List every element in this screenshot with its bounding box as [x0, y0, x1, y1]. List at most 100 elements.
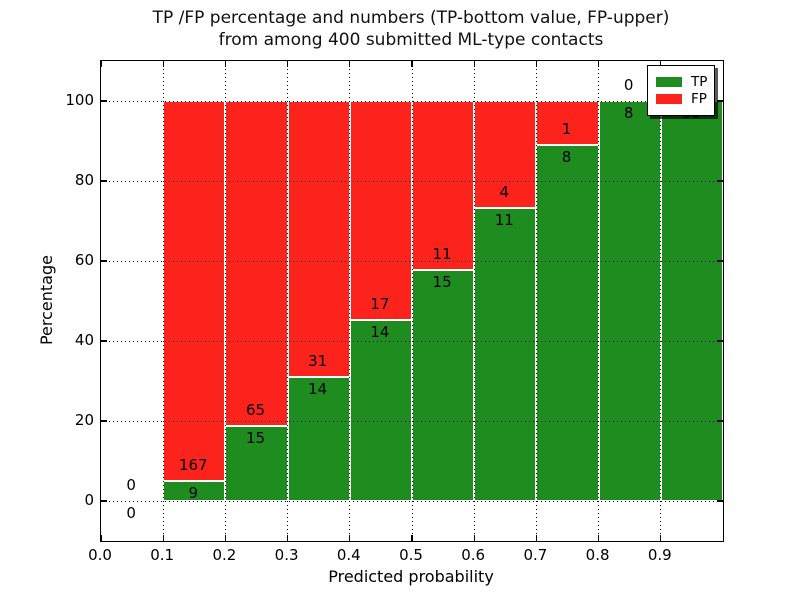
- y-tick-mark: [717, 260, 723, 262]
- y-tick-label: 80: [74, 171, 94, 189]
- fp-bar-segment: [412, 101, 475, 271]
- tp-bar-segment: [163, 480, 226, 501]
- fp-count-label: 0: [623, 76, 634, 94]
- x-gridline: [224, 61, 226, 541]
- tp-bar-segment: [660, 101, 723, 501]
- x-tick-mark: [411, 61, 413, 67]
- x-tick-label: 0.3: [274, 546, 299, 564]
- x-tick-label: 0.1: [150, 546, 175, 564]
- x-tick-label: 0.7: [523, 546, 548, 564]
- x-tick-mark: [535, 61, 538, 67]
- tp-bar-segment: [225, 426, 288, 501]
- fp-count-label: 17: [370, 295, 390, 314]
- chart-title: TP /FP percentage and numbers (TP-bottom…: [100, 7, 722, 51]
- x-gridline: [287, 61, 289, 541]
- tp-count-label: 9: [188, 483, 199, 502]
- x-tick-mark: [349, 61, 351, 67]
- x-gridline: [162, 61, 164, 541]
- x-tick-mark: [287, 535, 289, 541]
- y-tick-mark: [101, 340, 107, 342]
- fp-count-label: 11: [432, 245, 452, 264]
- y-tick-mark: [101, 100, 107, 102]
- x-tick-mark: [100, 61, 102, 67]
- y-gridline: [101, 261, 723, 262]
- y-tick-mark: [717, 500, 723, 502]
- fp-bar-segment: [163, 101, 226, 481]
- x-tick-mark: [473, 535, 475, 541]
- fp-swatch-icon: [656, 94, 682, 104]
- fp-bar-segment: [287, 101, 350, 377]
- x-tick-mark: [473, 61, 475, 67]
- legend-label-fp: FP: [691, 91, 707, 107]
- y-tick-mark: [101, 260, 107, 262]
- y-tick-mark: [717, 180, 723, 182]
- tp-count-label: 14: [308, 379, 328, 398]
- tp-bar-segment: [412, 270, 475, 501]
- x-tick-mark: [287, 61, 289, 67]
- y-tick-label: 100: [65, 91, 94, 109]
- x-gridline: [535, 61, 537, 541]
- x-axis-label: Predicted probability: [328, 567, 494, 586]
- x-tick-mark: [349, 535, 351, 541]
- x-gridline: [598, 61, 600, 541]
- y-tick-label: 20: [74, 411, 94, 429]
- x-tick-mark: [162, 61, 164, 67]
- x-tick-label: 0.6: [461, 546, 486, 564]
- fp-bar-segment: [349, 101, 412, 321]
- x-tick-mark: [224, 61, 227, 67]
- y-tick-mark: [101, 420, 107, 422]
- y-gridline: [101, 181, 723, 182]
- x-tick-label: 0.0: [88, 546, 112, 564]
- y-tick-mark: [101, 180, 107, 182]
- fp-count-label: 0: [126, 476, 136, 494]
- y-tick-label: 60: [74, 251, 94, 269]
- tp-bar-segment: [598, 101, 661, 501]
- y-gridline: [101, 341, 723, 342]
- x-tick-mark: [660, 61, 662, 67]
- tp-count-label: 8: [561, 148, 572, 167]
- tp-bar-segment: [349, 320, 412, 501]
- x-tick-label: 0.2: [212, 546, 237, 564]
- x-tick-mark: [535, 535, 538, 541]
- chart-title-line1: TP /FP percentage and numbers (TP-bottom…: [152, 8, 670, 28]
- x-gridline: [349, 61, 351, 541]
- fp-count-label: 65: [245, 401, 266, 419]
- fp-count-label: 1: [561, 120, 572, 139]
- x-tick-mark: [598, 535, 600, 541]
- fp-count-label: 31: [308, 351, 328, 370]
- fp-count-label: 4: [499, 182, 510, 201]
- fp-bar-segment: [536, 101, 599, 146]
- tp-count-label: 8: [623, 104, 634, 122]
- x-tick-mark: [100, 535, 102, 541]
- x-gridline: [473, 61, 475, 541]
- fp-bar-segment: [225, 101, 288, 426]
- x-tick-mark: [598, 61, 600, 67]
- x-gridline: [411, 61, 413, 541]
- y-tick-label: 40: [74, 331, 94, 349]
- x-tick-mark: [224, 535, 227, 541]
- y-tick-mark: [717, 340, 723, 342]
- x-tick-mark: [660, 535, 662, 541]
- plot-area: [100, 60, 724, 542]
- tp-count-label: 15: [245, 429, 266, 447]
- fp-bar-segment: [474, 101, 537, 208]
- tp-bar-segment: [536, 145, 599, 501]
- y-gridline: [101, 501, 723, 502]
- x-tick-mark: [411, 535, 413, 541]
- tp-bar-segment: [287, 376, 350, 501]
- legend: TP FP: [647, 65, 715, 116]
- x-tick-label: 0.9: [647, 546, 672, 564]
- y-tick-label: 0: [84, 491, 94, 509]
- tp-count-label: 11: [494, 210, 514, 229]
- y-tick-mark: [717, 100, 723, 102]
- x-tick-label: 0.5: [399, 546, 423, 564]
- tp-count-label: 15: [432, 273, 452, 292]
- y-gridline: [101, 101, 723, 102]
- legend-label-tp: TP: [691, 74, 708, 90]
- chart-title-line2: from among 400 submitted ML-type contact…: [218, 30, 604, 50]
- tp-count-label: 0: [126, 504, 136, 522]
- legend-item-tp: TP: [656, 74, 708, 90]
- tp-count-label: 14: [370, 323, 390, 342]
- x-tick-label: 0.4: [336, 546, 361, 564]
